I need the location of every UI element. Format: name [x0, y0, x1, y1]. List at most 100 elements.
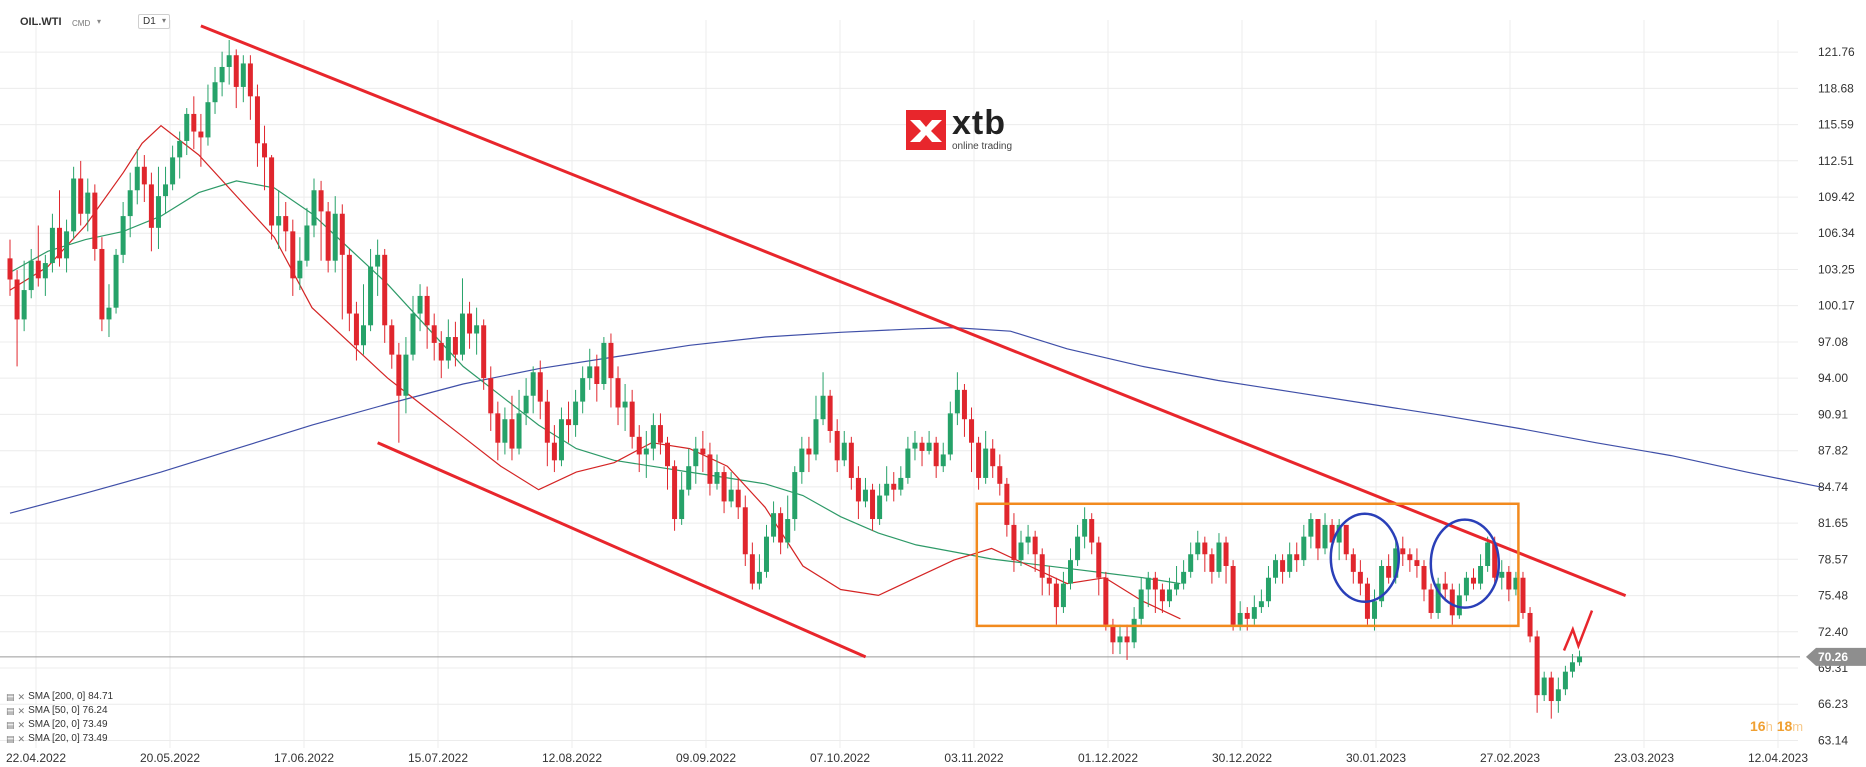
list-icon[interactable]: ▤ — [6, 720, 15, 730]
candle-body — [587, 366, 593, 379]
close-icon[interactable]: ✕ — [17, 720, 26, 730]
y-tick-label: 97.08 — [1818, 335, 1848, 349]
candle-body — [424, 295, 430, 326]
close-icon[interactable]: ✕ — [17, 734, 26, 744]
legend-item[interactable]: ▤ ✕ SMA [50, 0] 76.24 — [6, 704, 113, 718]
candle-body — [997, 466, 1003, 484]
candle-body — [1336, 524, 1342, 543]
candle-body — [1039, 554, 1045, 578]
x-tick-label: 27.02.2023 — [1480, 751, 1540, 765]
candle-body — [21, 290, 27, 320]
candle-body — [1188, 554, 1194, 572]
legend-item[interactable]: ▤ ✕ SMA [20, 0] 73.49 — [6, 732, 113, 746]
legend-item[interactable]: ▤ ✕ SMA [200, 0] 84.71 — [6, 690, 113, 704]
candle-body — [64, 231, 70, 259]
candle-body — [1534, 636, 1540, 696]
candle-body — [1075, 536, 1081, 561]
candle-body — [778, 513, 784, 543]
candle-body — [346, 254, 352, 314]
candle-body — [1513, 577, 1519, 590]
candle-body — [1527, 612, 1533, 637]
candle-body — [1294, 554, 1300, 561]
candle-body — [163, 184, 169, 197]
candle-body — [1470, 577, 1476, 584]
candle-body — [1428, 589, 1434, 613]
candle-body — [304, 225, 310, 261]
candle-body — [665, 442, 671, 467]
candle-body — [1379, 566, 1385, 602]
candle-body — [1046, 577, 1052, 584]
x-tick-label: 09.09.2022 — [676, 751, 736, 765]
candle-body — [219, 66, 225, 83]
candle-body — [1329, 524, 1335, 543]
candle-body — [756, 571, 762, 584]
current-price-tag-shape — [1806, 647, 1866, 666]
candle-body — [862, 489, 868, 502]
candle-body — [361, 325, 366, 346]
candle-body — [523, 395, 529, 414]
candle-body — [1265, 577, 1271, 602]
close-icon[interactable]: ✕ — [17, 692, 26, 702]
candle-body — [954, 389, 960, 414]
candle-body — [85, 192, 91, 214]
y-tick-label: 115.59 — [1818, 118, 1854, 132]
list-icon[interactable]: ▤ — [6, 734, 15, 744]
candle-body — [516, 413, 522, 449]
list-icon[interactable]: ▤ — [6, 706, 15, 716]
candle-body — [106, 307, 112, 320]
candle-body — [14, 279, 20, 320]
candle-body — [693, 448, 699, 467]
timeframe-select[interactable]: D1 ▾ — [138, 14, 170, 29]
candle-body — [1449, 589, 1455, 616]
candle-body — [1011, 524, 1017, 561]
candle-body — [1520, 577, 1526, 613]
candle-body — [1096, 542, 1102, 578]
y-tick-label: 118.68 — [1818, 81, 1854, 95]
candle-body — [990, 448, 996, 467]
candle-body — [537, 372, 543, 402]
xtb-logo-text: xtb online trading — [952, 106, 1012, 152]
candle-body — [99, 248, 105, 320]
candle-body — [148, 184, 154, 228]
list-icon[interactable]: ▤ — [6, 692, 15, 702]
legend-item[interactable]: ▤ ✕ SMA [20, 0] 73.49 — [6, 718, 113, 732]
logo-subtitle: online trading — [952, 141, 1013, 152]
candle-body — [318, 190, 324, 212]
candle-body — [566, 419, 572, 426]
candle-body — [771, 513, 777, 537]
candle-body — [502, 419, 508, 443]
instrument-symbol[interactable]: OIL.WTI — [20, 16, 62, 28]
x-tick-label: 12.04.2023 — [1748, 751, 1808, 765]
candle-body — [1174, 583, 1180, 590]
candle-body — [1343, 524, 1349, 555]
candle-body — [410, 313, 416, 355]
candle-body — [1159, 589, 1165, 602]
candle-body — [728, 489, 734, 502]
candle-body — [905, 448, 911, 478]
candle-body — [240, 63, 246, 87]
candle-body — [530, 372, 536, 396]
candle-body — [1018, 542, 1024, 561]
candle-body — [438, 342, 444, 361]
legend-label: SMA [20, 0] 73.49 — [28, 733, 108, 744]
candle-body — [1548, 677, 1554, 702]
x-axis: 22.04.2022 20.05.2022 17.06.2022 15.07.2022… — [6, 751, 1808, 765]
candle-body — [7, 258, 13, 280]
candle-body — [1060, 583, 1066, 608]
close-icon[interactable]: ✕ — [17, 706, 26, 716]
candle-body — [1407, 554, 1413, 561]
candle-body — [1492, 542, 1498, 578]
candles — [7, 39, 1583, 719]
candle-body — [1209, 554, 1215, 572]
chevron-down-icon[interactable]: ▾ — [97, 17, 102, 26]
legend-label: SMA [50, 0] 76.24 — [28, 705, 108, 716]
candle-body — [1244, 612, 1250, 619]
candle-body — [827, 395, 833, 431]
candle-body — [212, 82, 218, 103]
candle-body — [1372, 601, 1378, 619]
xtb-logo: xtb online trading — [906, 106, 1012, 152]
x-tick-label: 30.01.2023 — [1346, 751, 1406, 765]
candle-body — [1110, 624, 1116, 643]
y-tick-label: 109.42 — [1818, 190, 1855, 204]
